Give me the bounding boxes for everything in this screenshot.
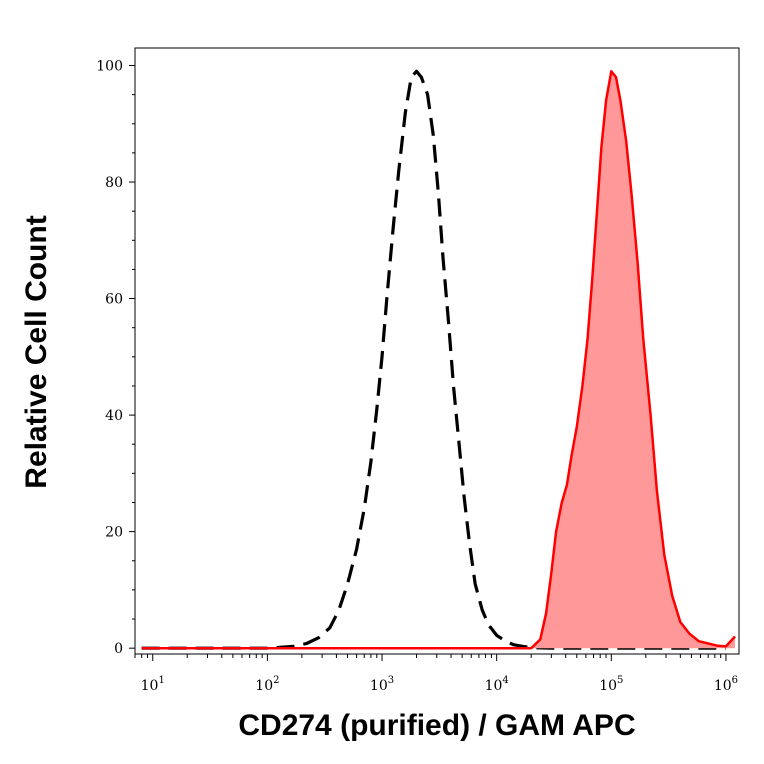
series-layer [141,69,736,650]
x-tick-label: 101 [141,675,165,694]
y-tick-label: 60 [105,292,123,308]
y-tick-label: 80 [105,175,123,191]
x-tick-label: 103 [370,675,394,694]
series-1-area-fill [141,71,736,649]
series-1-outline [141,70,736,650]
tick-label-layer: 0 20 40 60 80 100 101 102 103 104 105 106 [96,58,738,694]
axis-layer [129,64,727,661]
x-tick-label: 105 [599,675,623,694]
series-0-dashed-line [141,69,726,650]
y-tick-label: 40 [105,408,123,424]
y-tick-label: 0 [114,641,123,657]
x-tick-label: 106 [714,675,738,694]
x-axis-title: CD274 (purified) / GAM APC [238,709,635,742]
y-tick-label: 100 [96,58,123,74]
x-tick-label: 102 [255,675,279,694]
x-tick-label: 104 [485,675,509,694]
y-axis-title: Relative Cell Count [20,215,53,488]
y-tick-label: 20 [105,525,123,541]
